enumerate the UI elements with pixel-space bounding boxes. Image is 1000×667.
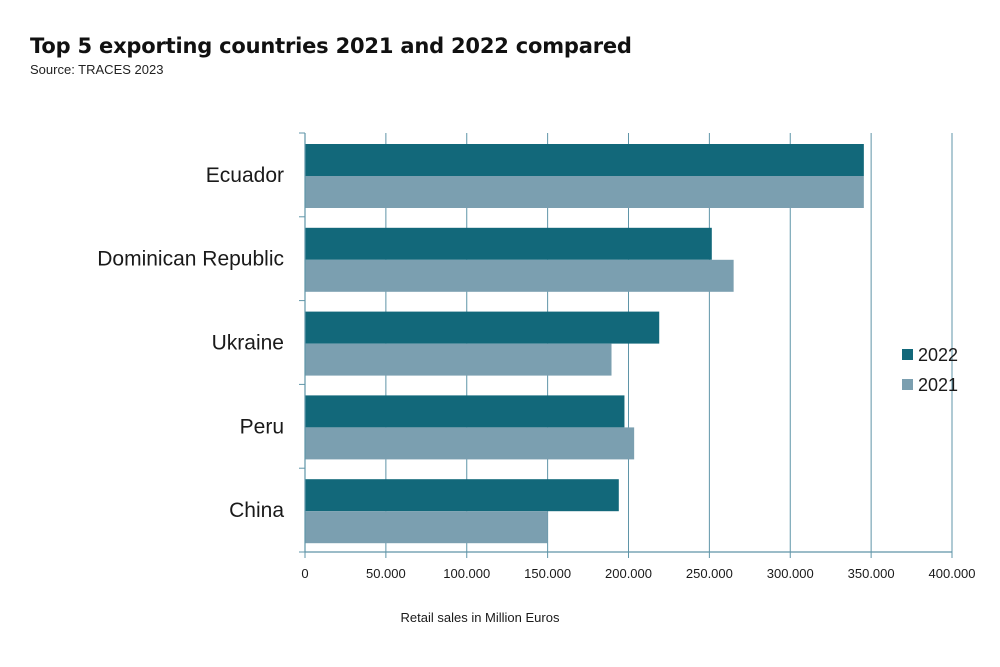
y-category-label: Ecuador (206, 164, 284, 187)
bar-2021-ecuador (305, 176, 864, 208)
bars (305, 144, 864, 544)
x-tick-label: 50.000 (366, 566, 406, 581)
bar-2022-china (305, 479, 619, 512)
x-tick-label: 150.000 (524, 566, 571, 581)
x-tick-label: 200.000 (605, 566, 652, 581)
y-category-label: Dominican Republic (97, 248, 284, 271)
bar-2022-ukraine (305, 311, 660, 344)
legend-label-2022: 2022 (918, 345, 958, 365)
y-category-label: China (229, 499, 284, 522)
legend-label-2021: 2021 (918, 375, 958, 395)
bar-2022-dominican-republic (305, 227, 712, 260)
x-tick-label: 100.000 (443, 566, 490, 581)
legend: 2022 2021 (902, 345, 958, 395)
x-tick-label: 400.000 (929, 566, 976, 581)
legend-swatch-2021 (902, 379, 913, 390)
axes (299, 132, 953, 558)
y-category-label: Ukraine (212, 332, 284, 355)
bar-2021-dominican-republic (305, 259, 734, 292)
x-tick-label: 250.000 (686, 566, 733, 581)
labels: 0 50.000 100.000 150.000 200.000 250.000 300.0… (97, 164, 975, 581)
bar-2021-ukraine (305, 343, 612, 376)
bar-2022-ecuador (305, 144, 864, 176)
chart-subtitle: Source: TRACES 2023 (30, 62, 164, 77)
x-axis-title: Retail sales in Million Euros (401, 610, 560, 625)
x-tick-label: 350.000 (848, 566, 895, 581)
x-tick-label: 300.000 (767, 566, 814, 581)
bar-2021-china (305, 511, 548, 544)
x-tick-label: 0 (301, 566, 308, 581)
bar-2021-peru (305, 427, 635, 460)
y-category-label: Peru (240, 415, 284, 438)
legend-swatch-2022 (902, 349, 913, 360)
chart-title: Top 5 exporting countries 2021 and 2022 … (30, 34, 632, 58)
bar-2022-peru (305, 395, 625, 428)
